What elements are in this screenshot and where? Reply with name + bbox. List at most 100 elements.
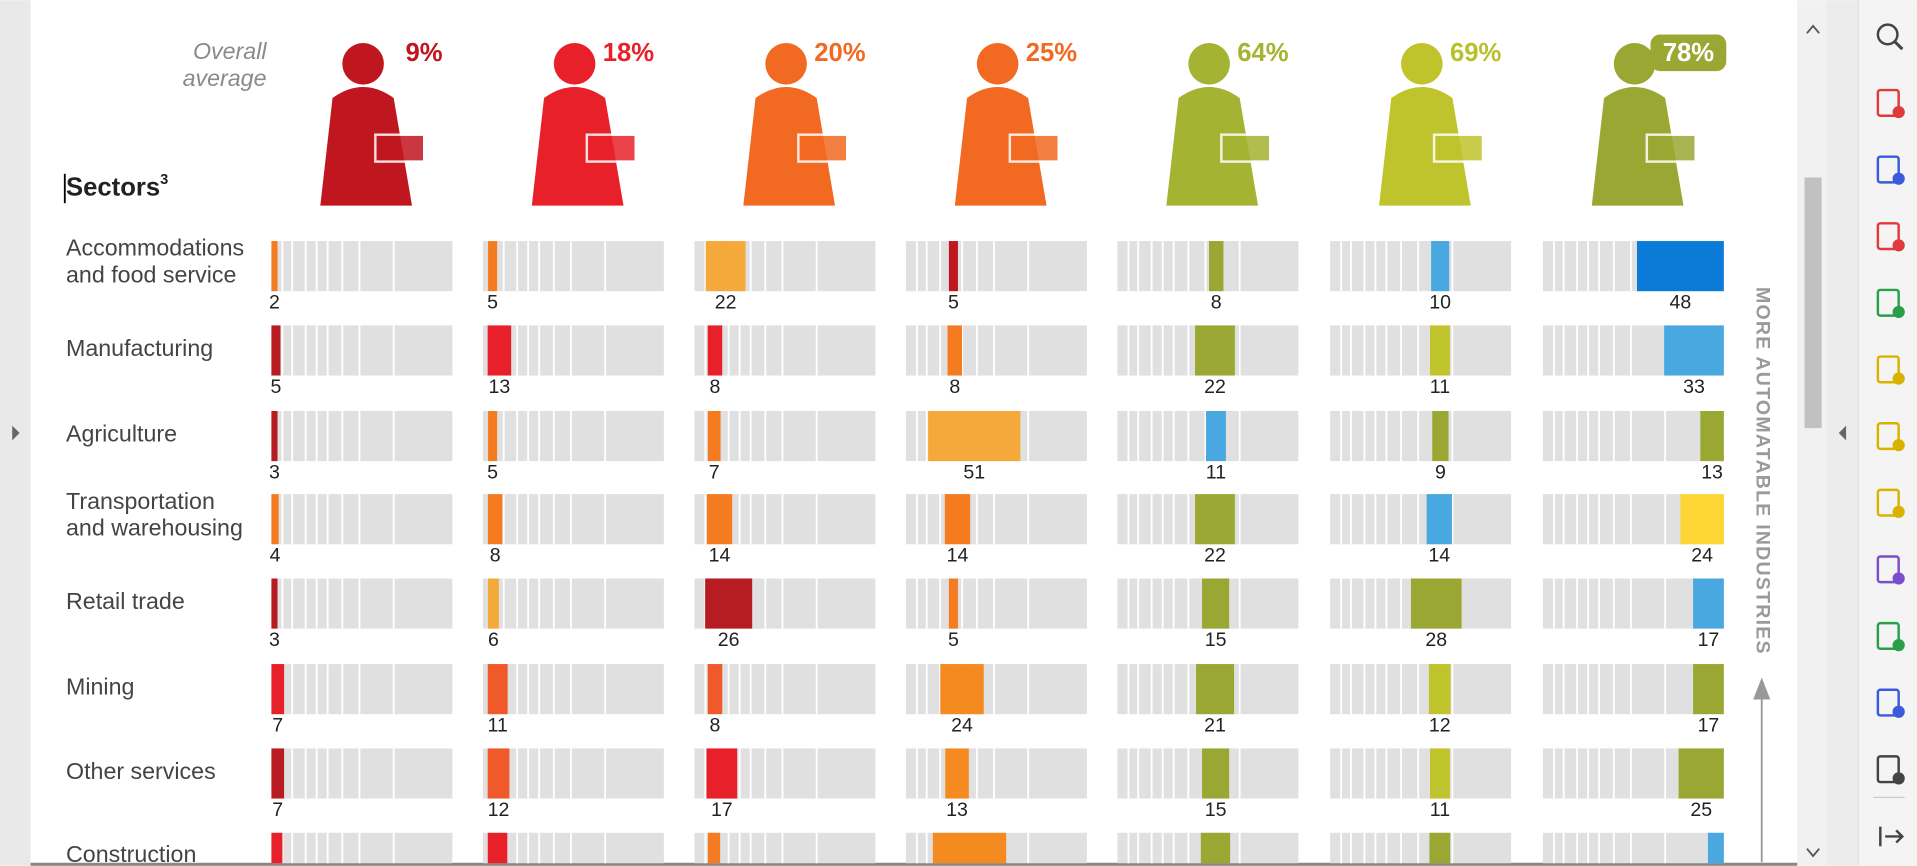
bar-track	[482, 325, 664, 376]
bar-track	[271, 578, 453, 629]
tool-create-pdf[interactable]	[1876, 88, 1905, 119]
tool-zoom[interactable]	[1876, 23, 1904, 51]
bar-value: 11	[488, 715, 508, 737]
automation-bar	[1430, 325, 1450, 376]
bar-track	[271, 664, 453, 715]
automation-bar	[1432, 410, 1449, 462]
bar-value: 3	[269, 462, 280, 484]
worker-figure	[320, 42, 426, 206]
automation-bar	[487, 832, 508, 864]
tool-expand[interactable]	[1879, 826, 1905, 847]
bar-value: 7	[272, 715, 283, 737]
bar-value: 10	[1429, 292, 1451, 314]
worker-figure	[954, 42, 1060, 206]
automation-bar	[1195, 325, 1235, 376]
figure-head	[765, 42, 807, 85]
icon-shape	[1892, 505, 1905, 518]
sectors-heading-text: Sectors	[66, 173, 160, 201]
sector-name: Accommodations	[66, 235, 244, 261]
bar-value: 5	[948, 292, 959, 314]
icon-shape	[1892, 239, 1905, 252]
figure-prop	[1008, 133, 1060, 163]
figure-body	[1591, 87, 1684, 206]
bar-track	[694, 832, 876, 864]
bar-value: 5	[487, 292, 498, 314]
right-panel-toggle[interactable]	[1838, 425, 1847, 441]
tool-protect[interactable]	[1876, 688, 1905, 718]
scroll-down[interactable]	[1806, 848, 1820, 858]
icon-shape	[1876, 488, 1900, 517]
tool-request-signature[interactable]	[1876, 421, 1905, 452]
figure-prop	[585, 133, 637, 163]
figure-prop	[374, 133, 426, 163]
icon-shape	[1876, 621, 1900, 651]
figure-head	[342, 42, 384, 85]
bar-track	[271, 410, 453, 462]
tool-edit-pdf[interactable]	[1876, 288, 1905, 319]
left-panel-toggle[interactable]	[12, 425, 20, 441]
bar-track	[1330, 410, 1512, 462]
bar-value: 8	[949, 376, 960, 398]
automation-bar	[707, 832, 721, 864]
bar-track	[694, 410, 876, 462]
automation-bar	[1206, 410, 1226, 462]
tool-export-pdf[interactable]	[1876, 155, 1905, 185]
bar-value: 12	[488, 799, 510, 821]
sector-name: Other services	[66, 758, 216, 784]
automation-bar	[707, 325, 723, 376]
icon-shape	[1876, 88, 1900, 117]
bar-track	[1330, 241, 1512, 292]
bar-value: 8	[710, 715, 721, 737]
tool-scan[interactable]	[1876, 621, 1905, 652]
bar-value: 11	[1206, 462, 1226, 484]
figure-body	[531, 87, 624, 206]
automation-bar	[1678, 748, 1724, 799]
automation-bar	[487, 494, 503, 545]
bar-value: 8	[710, 376, 721, 398]
bar-track	[1330, 748, 1512, 799]
automation-bar	[271, 410, 278, 462]
automation-bar	[948, 241, 958, 292]
bar-value: 33	[1683, 376, 1705, 398]
scroll-up[interactable]	[1806, 24, 1820, 34]
bar-track	[905, 325, 1087, 376]
automation-bar	[1636, 241, 1724, 292]
scrollbar[interactable]	[1797, 0, 1827, 866]
tool-more-tools[interactable]	[1876, 755, 1905, 785]
tool-organize[interactable]	[1876, 222, 1905, 252]
tool-comment[interactable]	[1876, 488, 1905, 518]
icon-shape	[1892, 572, 1905, 585]
bar-value: 12	[1429, 715, 1451, 737]
automation-bar	[1693, 664, 1724, 715]
icon-shape	[1892, 639, 1905, 652]
automation-bar	[1202, 748, 1230, 799]
overall-average-label: average	[183, 65, 267, 91]
icon-shape	[1892, 705, 1905, 718]
tool-compare[interactable]	[1876, 355, 1905, 385]
automation-bar	[948, 578, 958, 629]
bar-value: 9	[1435, 462, 1446, 484]
bar-value: 5	[948, 629, 959, 651]
icon-shape	[1876, 288, 1900, 317]
automation-bar	[1430, 748, 1450, 799]
figure-head	[1188, 42, 1230, 85]
automation-bar	[1208, 241, 1224, 292]
bar-track	[694, 325, 876, 376]
bar-track	[905, 748, 1087, 799]
figure-head	[976, 42, 1019, 85]
icon-shape	[1876, 755, 1900, 784]
automation-bar	[1426, 494, 1452, 545]
bar-value: 24	[1691, 545, 1713, 567]
bar-track	[482, 494, 664, 545]
bar-value: 2	[269, 292, 280, 314]
scroll-thumb[interactable]	[1804, 177, 1822, 429]
icon-shape	[1876, 23, 1899, 46]
bar-value: 14	[709, 545, 731, 567]
tool-fill-sign[interactable]	[1876, 555, 1905, 585]
bar-value: 17	[711, 799, 733, 821]
bar-value: 22	[1204, 376, 1226, 398]
bar-value: 21	[1204, 715, 1226, 737]
automation-bar	[487, 664, 508, 715]
